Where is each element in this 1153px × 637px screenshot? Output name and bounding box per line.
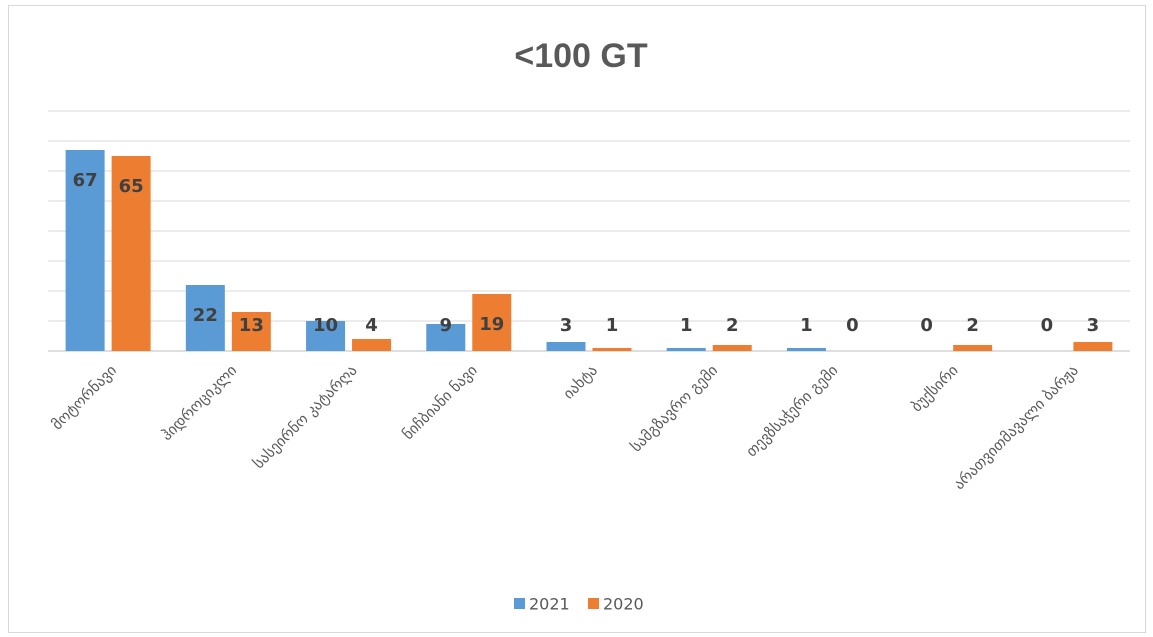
legend-swatch	[588, 598, 599, 609]
data-label: 1	[800, 315, 813, 336]
data-label: 1	[680, 315, 693, 336]
data-label: 10	[313, 315, 338, 336]
data-label: 9	[440, 315, 453, 336]
bar	[953, 345, 993, 351]
data-label: 22	[193, 305, 218, 326]
data-label: 2	[966, 315, 979, 336]
bar	[712, 345, 752, 351]
bar	[546, 342, 586, 351]
data-label: 2	[726, 315, 739, 336]
bar	[65, 150, 105, 351]
bar	[111, 156, 151, 351]
data-label: 19	[479, 314, 504, 335]
data-label: 65	[119, 176, 144, 197]
legend-label: 2021	[529, 595, 570, 614]
legend-label: 2020	[603, 595, 644, 614]
data-label: 0	[920, 315, 933, 336]
data-label: 0	[846, 315, 859, 336]
bar	[786, 348, 826, 351]
bar	[472, 294, 512, 351]
bar	[231, 312, 271, 351]
bar	[1073, 342, 1113, 351]
data-label: 1	[606, 315, 619, 336]
data-label: 3	[1087, 315, 1100, 336]
data-label: 3	[560, 315, 573, 336]
legend-swatch	[514, 598, 525, 609]
bar	[666, 348, 706, 351]
bar	[185, 285, 225, 351]
chart-title: <100 GT	[514, 37, 647, 75]
bar	[426, 324, 466, 351]
data-label: 0	[1041, 315, 1054, 336]
bar	[352, 339, 392, 351]
data-label: 4	[365, 315, 378, 336]
data-label: 13	[239, 315, 264, 336]
bar	[592, 348, 632, 351]
bar	[306, 321, 346, 351]
data-label: 67	[73, 170, 98, 191]
